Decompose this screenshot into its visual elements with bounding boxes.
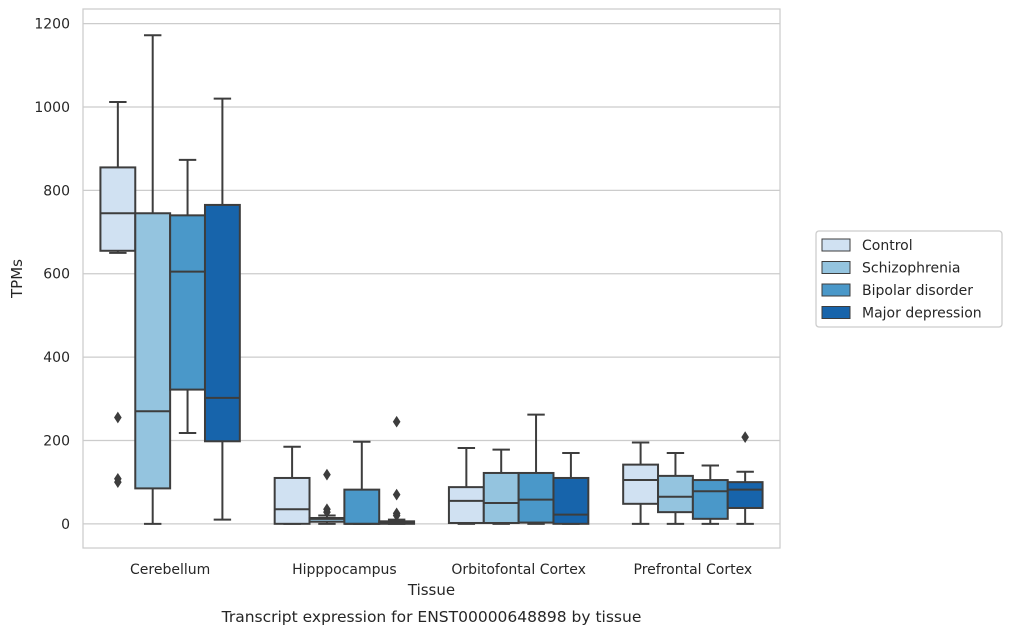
legend-label: Control: [862, 238, 913, 254]
box-control: [273, 445, 311, 525]
legend-swatch: [821, 261, 851, 274]
x-tick-label: Orbitofontal Cortex: [451, 562, 586, 578]
iqr-box: [343, 488, 381, 525]
iqr-box: [482, 471, 520, 524]
y-axis-label: TPMs: [8, 259, 26, 299]
y-tick-label: 400: [43, 350, 70, 366]
outlier-point: [323, 506, 331, 519]
outlier-point: [392, 509, 401, 522]
outlier-point: [323, 468, 331, 481]
legend-frame: [815, 230, 1003, 328]
y-tick-label: 0: [61, 517, 70, 533]
iqr-box: [657, 474, 694, 514]
iqr-box: [691, 479, 729, 520]
x-tick-label: Prefrontal Cortex: [634, 562, 753, 578]
iqr-box: [169, 214, 206, 391]
x-tick-label: Cerebellum: [130, 562, 210, 578]
iqr-box: [552, 476, 590, 525]
iqr-box: [273, 476, 311, 525]
iqr-box: [203, 203, 241, 443]
iqr-box: [99, 166, 137, 252]
box-major-depression: [726, 431, 764, 525]
legend-label: Schizophrenia: [862, 261, 960, 277]
box-major-depression: [378, 415, 416, 525]
outlier-point: [741, 431, 749, 443]
boxes: [99, 34, 764, 525]
legend: Control Schizophrenia Bipolar disorder Majo…: [815, 230, 1003, 328]
box-bipolar-disorder: [691, 464, 729, 525]
y-tick-label: 1200: [34, 17, 70, 33]
box-bipolar-disorder: [343, 440, 381, 525]
axes: 0 200 400 600 800 1000 1200 Cerebellum Hipppocam…: [34, 17, 752, 578]
legend-label: Major depression: [862, 306, 982, 322]
y-tick-label: 800: [43, 183, 70, 199]
box-control: [447, 446, 485, 525]
iqr-box: [447, 486, 485, 524]
y-tick-label: 200: [43, 433, 70, 449]
iqr-box: [134, 212, 172, 490]
iqr-box: [517, 471, 555, 524]
legend-swatch: [821, 238, 851, 252]
plot-frame: [82, 8, 781, 549]
outlier-point: [114, 472, 122, 485]
x-tick-label: Hipppocampus: [292, 562, 397, 578]
box-bipolar-disorder: [169, 158, 206, 434]
box-schizophrenia: [134, 34, 172, 525]
legend-label: Bipolar disorder: [862, 283, 973, 299]
box-bipolar-disorder: [517, 413, 555, 525]
y-tick-label: 1000: [34, 100, 70, 116]
chart-title: Transcript expression for ENST0000064889…: [221, 608, 642, 626]
x-axis-label: Tissue: [407, 581, 455, 599]
box-major-depression: [552, 451, 590, 525]
box-major-depression: [203, 97, 241, 521]
iqr-box: [622, 463, 660, 505]
iqr-box: [726, 481, 764, 509]
legend-swatch: [821, 306, 851, 319]
box-control: [622, 441, 660, 525]
outlier-point: [392, 415, 401, 428]
box-schizophrenia: [308, 468, 346, 525]
outlier-point: [114, 411, 122, 424]
box-control: [99, 100, 137, 488]
legend-swatch: [821, 283, 851, 297]
y-tick-label: 600: [43, 267, 70, 283]
box-schizophrenia: [657, 451, 694, 525]
outlier-point: [392, 488, 401, 501]
box-schizophrenia: [482, 448, 520, 525]
